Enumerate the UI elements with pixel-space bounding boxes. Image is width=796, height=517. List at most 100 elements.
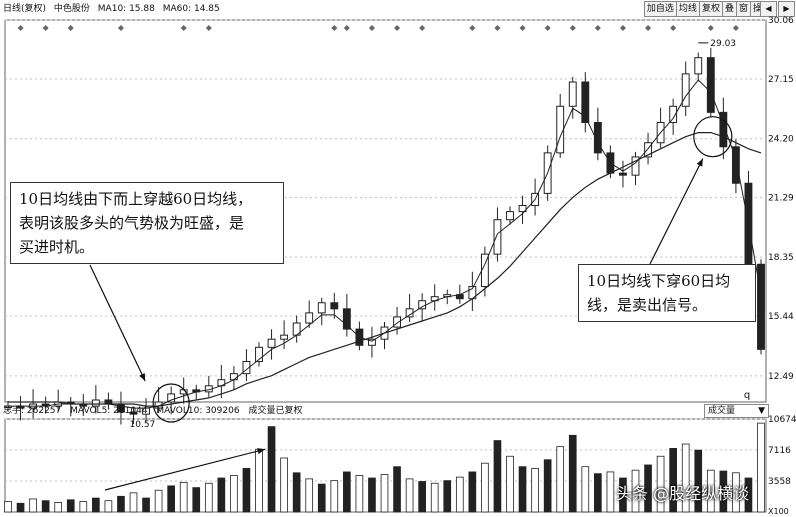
price-tick-label: 30.06 bbox=[768, 16, 794, 26]
event-marker-icon bbox=[368, 25, 375, 31]
volume-bar bbox=[418, 481, 426, 513]
event-marker-icon bbox=[707, 25, 714, 31]
candle-body bbox=[631, 156, 640, 176]
candle-body bbox=[619, 172, 627, 176]
event-marker-icon bbox=[67, 25, 74, 31]
volume-bar bbox=[192, 487, 201, 513]
event-marker-icon bbox=[394, 25, 401, 31]
volume-bar bbox=[556, 446, 565, 513]
candle-body bbox=[556, 105, 565, 154]
chevron-down-icon: ▼ bbox=[758, 406, 765, 416]
volume-bar bbox=[204, 482, 213, 513]
volume-bar bbox=[104, 500, 113, 513]
event-marker-icon bbox=[569, 25, 576, 31]
volume-bar bbox=[594, 473, 602, 513]
volume-bar bbox=[706, 469, 715, 513]
volume-bar bbox=[142, 497, 150, 513]
volume-bar bbox=[506, 455, 514, 513]
candle-body bbox=[719, 111, 728, 148]
event-marker-icon bbox=[117, 25, 124, 31]
ma10-legend: MA10: 15.88 bbox=[97, 4, 155, 14]
event-marker-icon bbox=[17, 25, 24, 31]
candle-body bbox=[581, 81, 590, 123]
candle-body bbox=[418, 300, 427, 310]
candle-body bbox=[167, 393, 176, 403]
volume-bar bbox=[631, 469, 640, 513]
event-marker-icon bbox=[343, 25, 350, 31]
event-marker-icon bbox=[619, 25, 626, 31]
indicator-select[interactable]: 成交量 ▼ bbox=[704, 404, 769, 418]
sell-cross-circle bbox=[693, 116, 733, 158]
sell-arrow-head bbox=[696, 158, 703, 167]
candle-body bbox=[267, 338, 276, 348]
watermark: 头条 @股经纵横谈 bbox=[616, 484, 750, 503]
volume-bar bbox=[267, 426, 276, 513]
event-marker-icon bbox=[645, 25, 652, 31]
event-marker-icon bbox=[494, 25, 501, 31]
sell-arrow bbox=[649, 158, 704, 265]
volume-bar bbox=[468, 471, 477, 513]
price-tick-label: 15.44 bbox=[768, 312, 794, 322]
event-marker-icon bbox=[594, 25, 601, 31]
ma60-legend: MA60: 14.85 bbox=[162, 4, 220, 14]
volume-bar bbox=[4, 501, 12, 513]
candle-body bbox=[694, 57, 703, 75]
candle-body bbox=[342, 308, 351, 330]
candle-body bbox=[681, 73, 690, 107]
volume-bar bbox=[217, 477, 226, 513]
candle-body bbox=[129, 411, 138, 415]
volume-bar bbox=[66, 499, 75, 513]
volume-header: 总手: 262257 MAVOL5: 281044 MAVOL10: 30920… bbox=[0, 404, 796, 418]
add-watchlist-button[interactable]: 加自选 bbox=[643, 1, 677, 17]
volume-tick-label: 3558 bbox=[768, 477, 791, 487]
candle-body bbox=[506, 211, 514, 221]
volume-bar bbox=[644, 464, 652, 513]
volume-tick-label: 7116 bbox=[768, 446, 791, 456]
event-marker-icon bbox=[732, 25, 739, 31]
price-tick-label: 21.29 bbox=[768, 194, 794, 204]
chart-header: 日线(复权) 中色股份 MA10: 15.88 MA60: 14.85 bbox=[0, 0, 796, 18]
total-volume-label: 总手: 262257 bbox=[3, 406, 62, 416]
volume-bar bbox=[129, 492, 138, 513]
event-marker-icon bbox=[670, 25, 677, 31]
volume-bar bbox=[732, 472, 740, 513]
volume-tick-label: 10674 bbox=[768, 415, 796, 425]
volume-bar bbox=[669, 447, 677, 513]
price-tick-label: 18.35 bbox=[768, 253, 794, 263]
volume-arrow-head bbox=[257, 448, 265, 455]
buy-note-line: 10日均线由下而上穿越60日均线， bbox=[19, 190, 253, 208]
event-marker-icon bbox=[205, 25, 212, 31]
volume-bar bbox=[493, 440, 502, 513]
event-marker-icon bbox=[331, 25, 338, 31]
nav-prev-icon[interactable]: ◀ bbox=[760, 1, 777, 17]
volume-bar bbox=[54, 502, 63, 513]
volume-bar bbox=[16, 502, 25, 513]
volume-bar bbox=[230, 475, 238, 513]
volume-unit-label: X100 bbox=[768, 507, 789, 516]
volume-bar bbox=[92, 497, 100, 513]
event-marker-icon bbox=[419, 25, 426, 31]
buy-arrow bbox=[89, 264, 146, 382]
candle-body bbox=[229, 373, 238, 381]
period-label: 日线(复权) bbox=[3, 4, 47, 14]
price-tick-label: 27.15 bbox=[768, 75, 794, 85]
volume-note: 成交量已复权 bbox=[248, 406, 303, 416]
indicator-select-value: 成交量 bbox=[708, 406, 736, 416]
volume-bar bbox=[154, 489, 163, 513]
volume-bar bbox=[380, 474, 389, 513]
volume-bar bbox=[255, 448, 263, 513]
volume-bar bbox=[606, 471, 615, 513]
volume-bar bbox=[581, 466, 590, 513]
sell-note-line: 10日均线下穿60日均 bbox=[587, 272, 731, 290]
candle-body bbox=[568, 81, 577, 107]
volume-bar bbox=[681, 443, 690, 513]
buy-note-line: 表明该股多头的气势极为旺盛，是 bbox=[19, 214, 245, 232]
volume-bar bbox=[568, 434, 577, 513]
candle-body bbox=[280, 334, 289, 340]
volume-bar bbox=[531, 468, 539, 513]
volume-bar bbox=[719, 470, 728, 513]
buy-arrow-head bbox=[139, 373, 146, 382]
nav-next-icon[interactable]: ▶ bbox=[778, 1, 795, 17]
volume-bar bbox=[41, 500, 50, 513]
